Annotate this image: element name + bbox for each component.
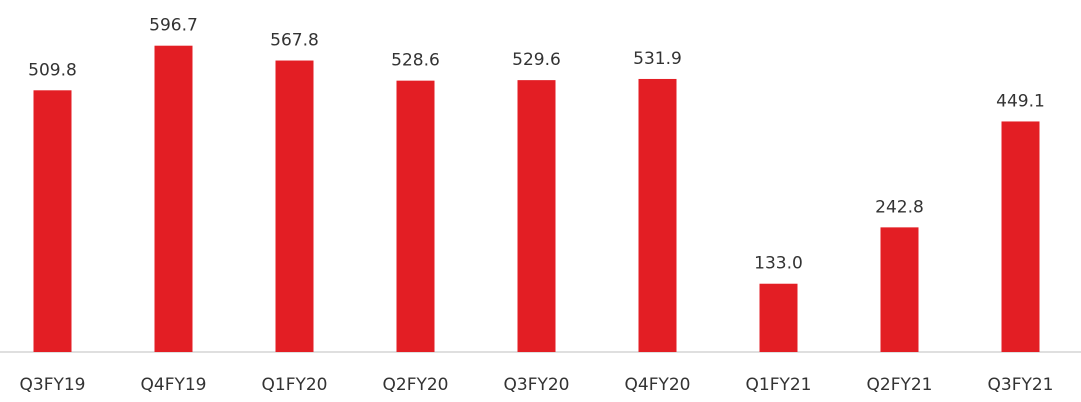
value-label: 242.8 bbox=[875, 197, 924, 217]
value-label: 567.8 bbox=[270, 31, 319, 51]
bar bbox=[638, 78, 677, 352]
x-tick-label: Q2FY21 bbox=[867, 375, 933, 395]
x-tick-label: Q4FY19 bbox=[141, 375, 207, 395]
x-tick-label: Q3FY20 bbox=[504, 375, 570, 395]
bar bbox=[33, 90, 72, 352]
bar bbox=[396, 80, 435, 352]
x-tick-label: Q1FY21 bbox=[746, 375, 812, 395]
bar bbox=[275, 60, 314, 353]
value-label: 528.6 bbox=[391, 51, 440, 71]
value-label: 529.6 bbox=[512, 50, 561, 70]
value-label: 596.7 bbox=[149, 16, 198, 36]
value-label: 133.0 bbox=[754, 254, 803, 274]
bar bbox=[154, 45, 193, 352]
value-label: 449.1 bbox=[996, 91, 1045, 111]
value-label: 531.9 bbox=[633, 49, 682, 69]
bar bbox=[1001, 121, 1040, 352]
x-tick-label: Q4FY20 bbox=[625, 375, 691, 395]
bar bbox=[517, 80, 556, 352]
x-tick-label: Q2FY20 bbox=[383, 375, 449, 395]
bar bbox=[880, 227, 919, 352]
x-tick-label: Q3FY21 bbox=[988, 375, 1054, 395]
x-tick-label: Q1FY20 bbox=[262, 375, 328, 395]
bar bbox=[759, 283, 798, 352]
x-tick-label: Q3FY19 bbox=[20, 375, 86, 395]
value-label: 509.8 bbox=[28, 60, 77, 80]
